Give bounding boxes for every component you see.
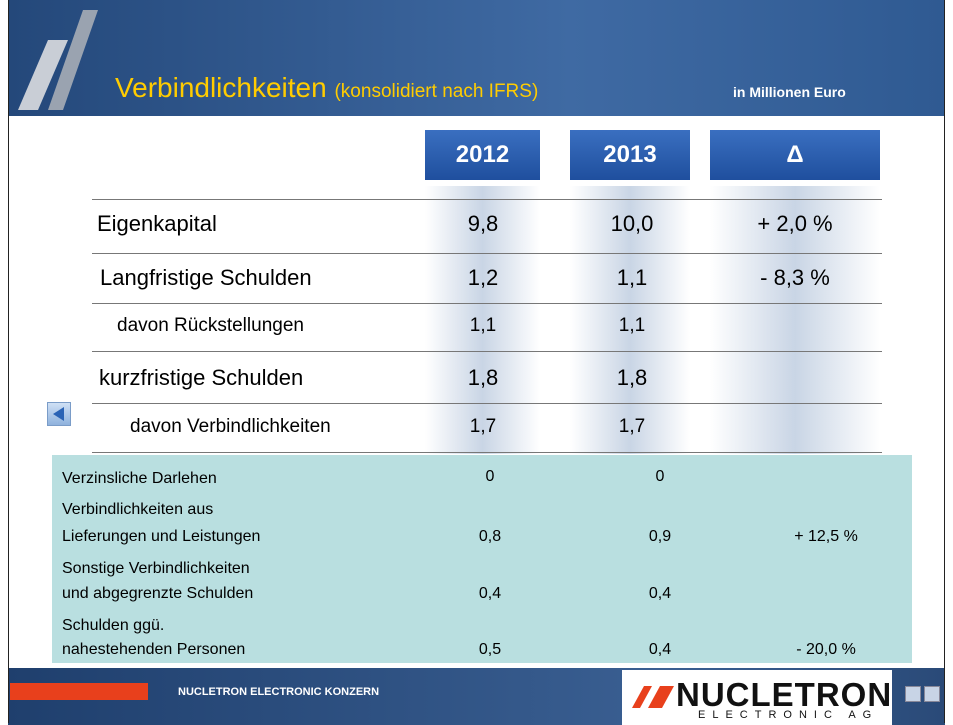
- detail-cell: - 20,0 %: [796, 641, 856, 658]
- column-header: Δ: [710, 130, 880, 180]
- detail-label: Sonstige Verbindlichkeiten: [62, 560, 250, 577]
- cell: 9,8: [467, 210, 499, 236]
- detail-cell: 0,4: [648, 641, 672, 658]
- logo-mark: [632, 686, 674, 708]
- row-label: Langfristige Schulden: [100, 264, 312, 290]
- cell: 1,7: [469, 415, 497, 437]
- detail-label: und abgegrenzte Schulden: [62, 585, 254, 602]
- row-separator: [92, 403, 882, 404]
- cell: 1,1: [618, 314, 646, 336]
- cell: 1,8: [467, 364, 499, 390]
- cell: 1,8: [616, 364, 648, 390]
- details-box: [52, 455, 912, 663]
- detail-label: Verzinsliche Darlehen: [62, 470, 217, 487]
- row-separator: [92, 452, 882, 453]
- cell: 10,0: [610, 210, 654, 236]
- column-shade: [425, 186, 540, 454]
- cell: 1,7: [618, 415, 646, 437]
- column-header: 2013: [570, 130, 690, 180]
- header-graphic: [18, 10, 98, 110]
- slide-frame: [8, 0, 945, 723]
- subtitle: (konsolidiert nach IFRS): [334, 81, 539, 102]
- column-shade: [570, 186, 690, 454]
- prev-button[interactable]: [905, 686, 921, 702]
- row-separator: [92, 351, 882, 352]
- unit: in Millionen Euro: [733, 84, 846, 100]
- detail-cell: 0: [485, 468, 495, 485]
- next-button[interactable]: [924, 686, 940, 702]
- title-line: Verbindlichkeiten (konsolidiert nach IFR…: [115, 72, 538, 104]
- back-button[interactable]: [47, 402, 71, 426]
- detail-label: Verbindlichkeiten aus: [62, 501, 214, 518]
- detail-label: Schulden ggü.: [62, 617, 165, 634]
- title: Verbindlichkeiten: [115, 72, 327, 103]
- cell: 1,2: [467, 264, 499, 290]
- detail-cell: 0,9: [648, 528, 672, 545]
- detail-cell: 0,4: [648, 585, 672, 602]
- footer-accent: [10, 683, 148, 700]
- column-header: 2012: [425, 130, 540, 180]
- detail-label: Lieferungen und Leistungen: [62, 528, 261, 545]
- row-separator: [92, 199, 882, 200]
- row-label: davon Rückstellungen: [117, 314, 304, 336]
- column-shade: [710, 186, 880, 454]
- row-label: kurzfristige Schulden: [99, 364, 304, 390]
- cell: + 2,0 %: [757, 210, 833, 236]
- detail-cell: 0,4: [478, 585, 502, 602]
- detail-cell: 0,5: [478, 641, 502, 658]
- cell: 1,1: [616, 264, 648, 290]
- row-separator: [92, 303, 882, 304]
- detail-label: nahestehenden Personen: [62, 641, 246, 658]
- detail-cell: 0: [655, 468, 665, 485]
- cell: - 8,3 %: [760, 264, 830, 290]
- detail-cell: 0,8: [478, 528, 502, 545]
- logo-subtext: ELECTRONIC AG: [698, 709, 879, 721]
- footer-company: NUCLETRON ELECTRONIC KONZERN: [178, 686, 380, 698]
- row-label: davon Verbindlichkeiten: [130, 415, 331, 437]
- row-separator: [92, 253, 882, 254]
- row-label: Eigenkapital: [97, 210, 217, 236]
- cell: 1,1: [469, 314, 497, 336]
- logo-text: NUCLETRON: [676, 676, 893, 713]
- header-band: [8, 0, 945, 116]
- detail-cell: + 12,5 %: [794, 528, 858, 545]
